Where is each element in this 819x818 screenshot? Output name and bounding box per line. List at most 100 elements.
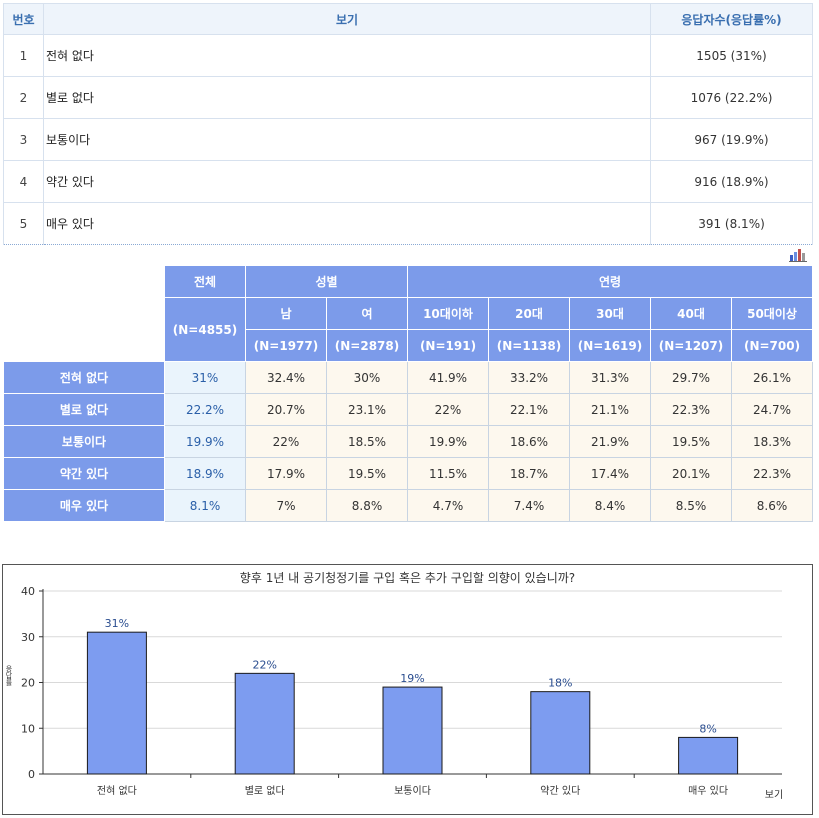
cell-value: 20.7% [245, 393, 327, 426]
cell-value: 18.7% [488, 457, 570, 490]
cell-value: 22.3% [730, 457, 814, 490]
y-tick-label: 0 [28, 768, 35, 781]
row-count: 391 (8.1%) [650, 202, 813, 245]
cell-value: 22.1% [488, 393, 570, 426]
subheader-female: 여 [326, 297, 408, 330]
bar [530, 691, 591, 775]
row-label: 전혀 없다 [3, 361, 165, 394]
n-female: (N=2878) [326, 329, 408, 362]
row-option: 별로 없다 [43, 76, 651, 119]
row-total: 8.1% [164, 489, 246, 522]
table-row: 1 전혀 없다 1505 (31%) [3, 34, 813, 77]
subheader-age-40s: 40대 [650, 297, 732, 330]
cell-value: 22.3% [650, 393, 732, 426]
table-row: 2 별로 없다 1076 (22.2%) [3, 76, 813, 119]
n-age-40s: (N=1207) [650, 329, 732, 362]
row-option: 전혀 없다 [43, 34, 651, 77]
y-tick-label: 40 [21, 585, 35, 598]
age-header: 연령 [406, 265, 814, 298]
n-male: (N=1977) [245, 329, 327, 362]
n-age-50s: (N=700) [730, 329, 814, 362]
bar [86, 631, 147, 775]
header-count: 응답자수(응답률%) [650, 3, 813, 35]
chart-ylabel: 응답률 [5, 665, 13, 687]
row-option: 보통이다 [43, 118, 651, 161]
row-number: 3 [3, 118, 44, 161]
bar-chart: 향후 1년 내 공기청정기를 구입 혹은 추가 구입할 의향이 있습니까? 응답… [2, 564, 813, 815]
header-number: 번호 [3, 3, 44, 35]
header-option: 보기 [43, 3, 651, 35]
cell-value: 31.3% [569, 361, 651, 394]
row-count: 1505 (31%) [650, 34, 813, 77]
row-total: 22.2% [164, 393, 246, 426]
table-row: 4 약간 있다 916 (18.9%) [3, 160, 813, 203]
cell-value: 20.1% [650, 457, 732, 490]
bar-chart-icon[interactable] [789, 248, 807, 262]
table-row: 보통이다 19.9% 22% 18.5% 19.9% 18.6% 21.9% 1… [3, 425, 814, 458]
cell-value: 18.5% [326, 425, 408, 458]
corner-cell [3, 265, 165, 362]
cell-value: 19.5% [326, 457, 408, 490]
x-tick-label: 매우 있다 [688, 785, 728, 797]
x-tick-label: 약간 있다 [540, 785, 580, 797]
row-total: 18.9% [164, 457, 246, 490]
bar-value-label: 19% [400, 672, 424, 685]
cell-value: 21.1% [569, 393, 651, 426]
chart-title: 향후 1년 내 공기청정기를 구입 혹은 추가 구입할 의향이 있습니까? [239, 571, 576, 585]
cell-value: 24.7% [730, 393, 814, 426]
cell-value: 8.8% [326, 489, 408, 522]
row-count: 1076 (22.2%) [650, 76, 813, 119]
subheader-age-10s: 10대이하 [407, 297, 489, 330]
cell-value: 8.6% [730, 489, 814, 522]
row-label: 보통이다 [3, 425, 165, 458]
cell-value: 33.2% [488, 361, 570, 394]
x-tick-label: 보통이다 [394, 785, 431, 797]
row-label: 약간 있다 [3, 457, 165, 490]
y-tick-label: 20 [21, 677, 35, 690]
n-age-20s: (N=1138) [488, 329, 570, 362]
y-tick-label: 10 [21, 722, 35, 735]
cell-value: 8.5% [650, 489, 732, 522]
bar [382, 686, 443, 775]
row-number: 4 [3, 160, 44, 203]
cell-value: 30% [326, 361, 408, 394]
cell-value: 19.5% [650, 425, 732, 458]
x-tick-label: 별로 없다 [245, 784, 285, 797]
bar-value-label: 22% [252, 658, 276, 671]
table-row: 약간 있다 18.9% 17.9% 19.5% 11.5% 18.7% 17.4… [3, 457, 814, 490]
response-table: 번호 보기 응답자수(응답률%) 1 전혀 없다 1505 (31%) 2 별로… [3, 3, 813, 245]
response-table-header: 번호 보기 응답자수(응답률%) [3, 3, 813, 35]
cell-value: 7% [245, 489, 327, 522]
cell-value: 41.9% [407, 361, 489, 394]
cell-value: 32.4% [245, 361, 327, 394]
cell-value: 18.6% [488, 425, 570, 458]
bar-chart-canvas: 0 10 20 30 40 31% 전혀 없다 22% 별로 없다 19% 보통이다 18% 약간 있다… [21, 585, 783, 801]
row-total: 19.9% [164, 425, 246, 458]
n-age-10s: (N=191) [407, 329, 489, 362]
row-option: 약간 있다 [43, 160, 651, 203]
table-row: 매우 있다 8.1% 7% 8.8% 4.7% 7.4% 8.4% 8.5% 8… [3, 489, 814, 522]
total-n: (N=4855) [164, 297, 246, 362]
row-label: 별로 없다 [3, 393, 165, 426]
cell-value: 4.7% [407, 489, 489, 522]
table-row: 전혀 없다 31% 32.4% 30% 41.9% 33.2% 31.3% 29… [3, 361, 814, 394]
n-age-30s: (N=1619) [569, 329, 651, 362]
cell-value: 11.5% [407, 457, 489, 490]
row-label: 매우 있다 [3, 489, 165, 522]
cell-value: 17.9% [245, 457, 327, 490]
chart-xlabel: 보기 [765, 789, 783, 801]
cell-value: 7.4% [488, 489, 570, 522]
row-number: 5 [3, 202, 44, 245]
cell-value: 22% [245, 425, 327, 458]
subheader-age-30s: 30대 [569, 297, 651, 330]
y-tick-label: 30 [21, 631, 35, 644]
bar [234, 672, 295, 775]
gender-header: 성별 [245, 265, 408, 298]
x-tick-label: 전혀 없다 [97, 784, 137, 797]
bar-value-label: 18% [548, 677, 572, 690]
cell-value: 29.7% [650, 361, 732, 394]
crosstab-table: 전체 성별 연령 (N=4855) 남 여 10대이하 20대 30대 40대 … [3, 265, 814, 522]
cell-value: 26.1% [730, 361, 814, 394]
cell-value: 8.4% [569, 489, 651, 522]
table-row: 3 보통이다 967 (19.9%) [3, 118, 813, 161]
